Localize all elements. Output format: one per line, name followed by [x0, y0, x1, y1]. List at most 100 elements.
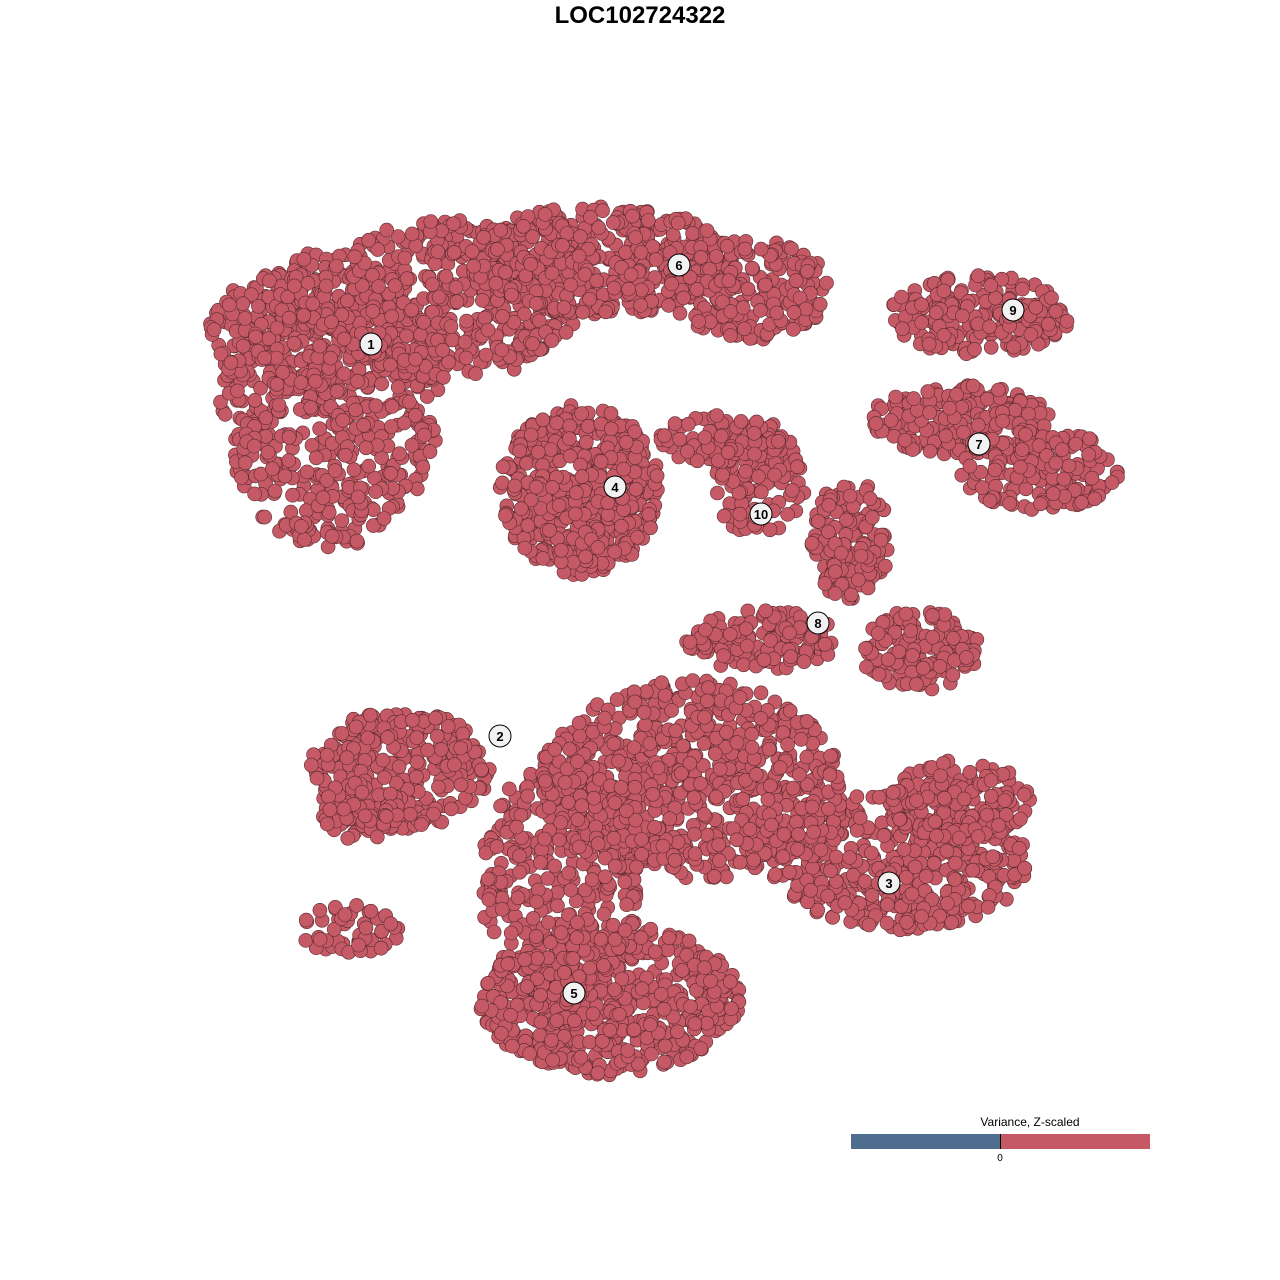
data-point — [955, 308, 970, 324]
data-point — [519, 455, 534, 471]
data-point — [965, 378, 981, 394]
data-point — [676, 290, 691, 306]
data-point — [365, 303, 381, 319]
data-point — [921, 336, 937, 352]
data-point — [308, 373, 323, 389]
data-point — [1044, 290, 1059, 306]
data-point — [938, 428, 954, 444]
data-point — [569, 930, 585, 946]
data-point — [722, 974, 738, 990]
data-point — [247, 392, 263, 408]
data-point — [528, 929, 544, 944]
data-point — [713, 428, 729, 444]
data-point — [535, 551, 551, 566]
data-point — [1041, 316, 1056, 332]
data-point — [299, 464, 315, 480]
data-point — [476, 230, 491, 245]
data-point — [628, 230, 643, 245]
data-point — [716, 508, 732, 524]
data-point — [429, 728, 445, 744]
data-point — [545, 480, 560, 495]
data-point — [789, 459, 805, 475]
data-point — [382, 357, 398, 373]
data-point — [404, 226, 420, 242]
data-point — [335, 412, 351, 428]
data-point — [623, 267, 639, 283]
data-point — [321, 789, 336, 805]
data-point — [448, 280, 464, 295]
data-point — [402, 806, 418, 822]
data-point — [334, 513, 350, 528]
data-point — [685, 226, 700, 241]
data-point — [723, 304, 739, 319]
data-point — [339, 750, 355, 766]
data-point — [350, 489, 366, 505]
data-point — [523, 427, 539, 443]
data-point — [660, 942, 676, 958]
data-point — [422, 444, 438, 460]
data-point — [1081, 447, 1096, 462]
data-point — [1045, 486, 1061, 502]
data-point — [574, 406, 589, 421]
data-point — [739, 638, 755, 654]
data-point — [358, 440, 374, 456]
data-point — [582, 1034, 597, 1050]
data-point — [494, 901, 510, 917]
data-point — [371, 279, 386, 294]
data-point — [562, 431, 577, 447]
data-point — [903, 623, 919, 639]
data-point — [842, 488, 858, 504]
data-point — [369, 829, 385, 845]
data-point — [441, 354, 456, 370]
data-point — [517, 306, 532, 322]
data-point — [322, 802, 338, 818]
data-point — [305, 296, 321, 312]
data-point — [558, 324, 574, 340]
data-point — [983, 278, 999, 293]
data-point — [234, 470, 249, 485]
data-point — [784, 483, 800, 498]
data-point — [937, 607, 953, 622]
data-point — [296, 251, 312, 267]
data-point — [642, 1017, 658, 1032]
data-point — [1013, 459, 1028, 475]
data-point — [512, 864, 527, 880]
data-point — [735, 300, 751, 315]
data-point — [235, 338, 251, 354]
data-point — [464, 244, 480, 259]
data-point — [397, 250, 413, 266]
data-point — [747, 446, 762, 462]
data-point — [402, 394, 417, 410]
data-point — [474, 762, 489, 778]
data-point — [568, 485, 584, 501]
data-point — [267, 483, 283, 499]
data-point — [699, 223, 715, 238]
data-point — [260, 445, 276, 460]
data-point — [894, 289, 909, 305]
data-point — [649, 468, 665, 484]
data-point — [348, 719, 364, 735]
data-point — [932, 659, 948, 674]
data-point — [721, 273, 737, 289]
data-point — [528, 479, 544, 495]
data-point — [859, 659, 874, 675]
data-point — [936, 283, 952, 299]
data-point — [611, 1007, 627, 1022]
data-point — [796, 654, 812, 670]
data-point — [427, 256, 443, 272]
data-point — [501, 781, 517, 797]
data-point — [387, 278, 403, 294]
data-point — [561, 865, 576, 881]
data-point — [303, 757, 319, 773]
data-point — [525, 336, 540, 352]
data-point — [584, 872, 600, 888]
data-point — [656, 1001, 672, 1017]
data-point — [356, 417, 371, 433]
data-point — [493, 1026, 509, 1041]
data-point — [440, 719, 456, 734]
data-point — [324, 314, 339, 330]
data-point — [533, 1014, 549, 1030]
data-point — [914, 315, 929, 330]
data-point — [424, 277, 440, 292]
data-point — [709, 249, 724, 264]
